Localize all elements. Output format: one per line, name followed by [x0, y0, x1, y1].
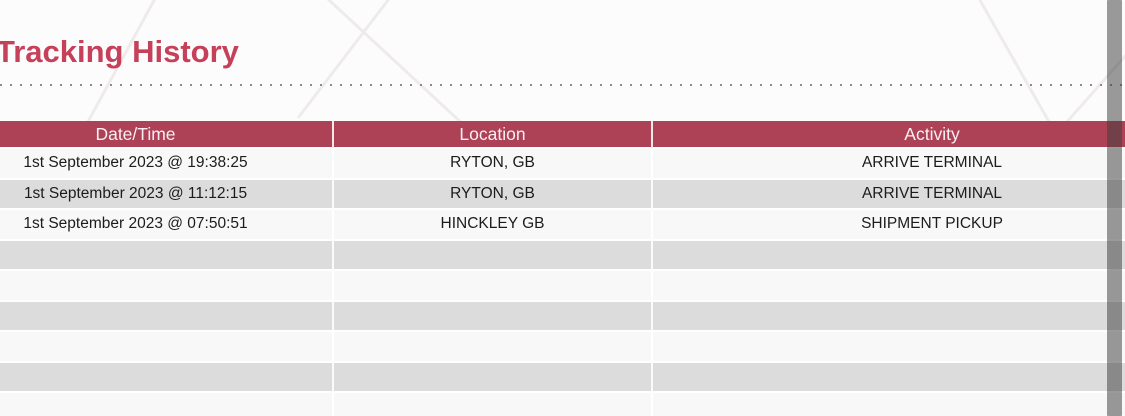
cell-activity: ARRIVE TERMINAL [651, 149, 1125, 180]
cell-datetime: 1st September 2023 @ 07:50:51 [0, 210, 332, 241]
table-header-row: Date/Time Location Activity [0, 121, 1125, 149]
cell-activity: SHIPMENT PICKUP [651, 210, 1125, 241]
page-title: Tracking History [0, 34, 239, 69]
vertical-scrollbar-thumb[interactable] [1107, 0, 1122, 416]
column-header-location: Location [332, 121, 651, 149]
cell-datetime: 1st September 2023 @ 19:38:25 [0, 149, 332, 180]
dotted-divider [0, 84, 1125, 86]
column-header-activity: Activity [651, 121, 1125, 149]
cell-activity: ARRIVE TERMINAL [651, 179, 1125, 210]
cell-location: HINCKLEY GB [332, 210, 651, 241]
cell-location: RYTON, GB [332, 179, 651, 210]
empty-table-row [0, 332, 1125, 363]
column-header-datetime: Date/Time [0, 121, 332, 149]
empty-table-row [0, 240, 1125, 271]
table-row: 1st September 2023 @ 07:50:51 HINCKLEY G… [0, 210, 1125, 241]
empty-table-row [0, 393, 1125, 416]
empty-table-row [0, 271, 1125, 302]
cell-location: RYTON, GB [332, 149, 651, 180]
table-row: 1st September 2023 @ 11:12:15 RYTON, GB … [0, 179, 1125, 210]
tracking-history-table: Date/Time Location Activity 1st Septembe… [0, 121, 1125, 416]
table-row: 1st September 2023 @ 19:38:25 RYTON, GB … [0, 149, 1125, 180]
cell-datetime: 1st September 2023 @ 11:12:15 [0, 179, 332, 210]
tracking-table-container: Date/Time Location Activity 1st Septembe… [0, 121, 1125, 416]
empty-table-row [0, 362, 1125, 393]
empty-table-row [0, 301, 1125, 332]
